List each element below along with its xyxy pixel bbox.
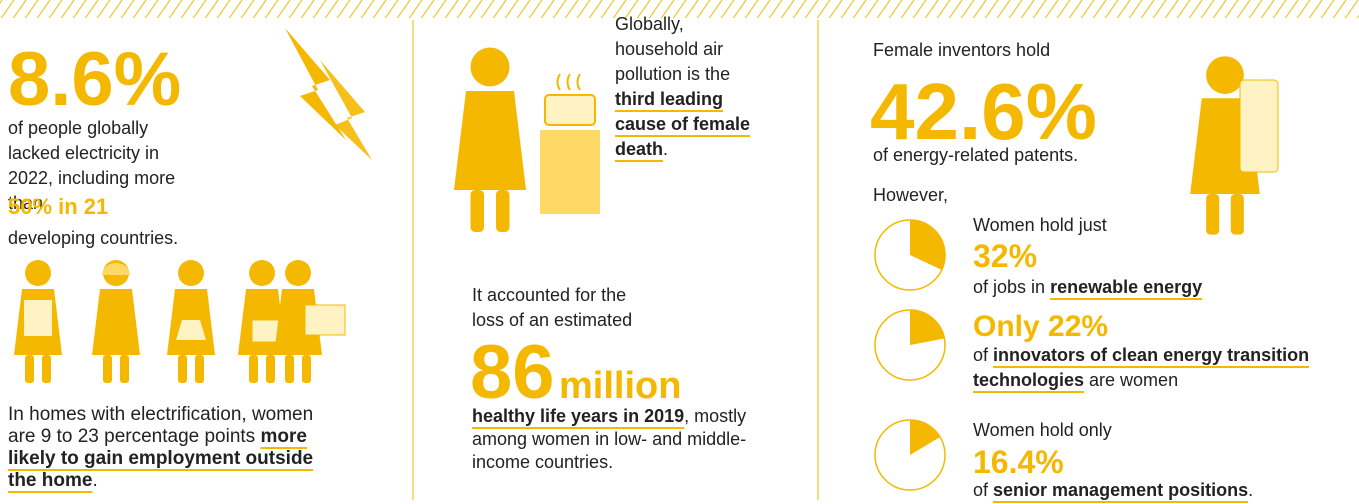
- stat: 16.4%: [973, 446, 1064, 478]
- paragraph: healthy life years in 2019, mostly among…: [472, 405, 762, 474]
- text: are women: [1089, 370, 1178, 390]
- link-text: senior management positions: [993, 480, 1248, 500]
- link-text: healthy life years in 2019: [472, 406, 684, 426]
- stat: 32%: [973, 240, 1037, 272]
- text: It accounted for the loss of an estimate…: [472, 283, 652, 333]
- paragraph: In homes with electrification, women are…: [8, 404, 328, 492]
- text: of: [973, 480, 988, 500]
- paragraph: of jobs in renewable energy: [973, 275, 1202, 300]
- stat-value: 22%: [1048, 310, 1108, 343]
- text: Women hold only: [973, 418, 1112, 443]
- text: .: [1248, 480, 1253, 500]
- text: Women hold just: [973, 213, 1107, 238]
- stat: Only 22%: [973, 312, 1108, 342]
- text: Female inventors hold: [873, 38, 1050, 63]
- women-icons: [14, 260, 345, 383]
- text: of jobs in: [973, 277, 1045, 297]
- headline: 86 million: [470, 335, 681, 411]
- paragraph: Globally, household air pollution is the…: [615, 12, 765, 162]
- prefix: Only: [973, 310, 1040, 343]
- paragraph: of senior management positions.: [973, 478, 1253, 503]
- lightning-icon: [285, 28, 372, 160]
- infographic: 8.6% of people globally lacked electrici…: [0, 0, 1359, 504]
- text: Globally, household air pollution is the: [615, 14, 730, 84]
- inventor-icon: [1190, 56, 1278, 234]
- text: of: [973, 345, 988, 365]
- headline: 8.6%: [8, 42, 181, 118]
- text: However,: [873, 183, 948, 208]
- link-text: third leading cause of female death: [615, 89, 750, 159]
- highlight: 50% in 21: [8, 196, 108, 218]
- text: .: [92, 470, 97, 491]
- unit: million: [559, 365, 681, 407]
- text: .: [663, 139, 668, 159]
- paragraph: of innovators of clean energy transition…: [973, 343, 1353, 393]
- cooking-icon: [454, 48, 600, 233]
- text: developing countries.: [8, 226, 178, 251]
- headline: 42.6%: [870, 72, 1097, 152]
- text: of energy-related patents.: [873, 143, 1078, 168]
- number: 86: [470, 330, 555, 415]
- link-text: renewable energy: [1050, 277, 1202, 297]
